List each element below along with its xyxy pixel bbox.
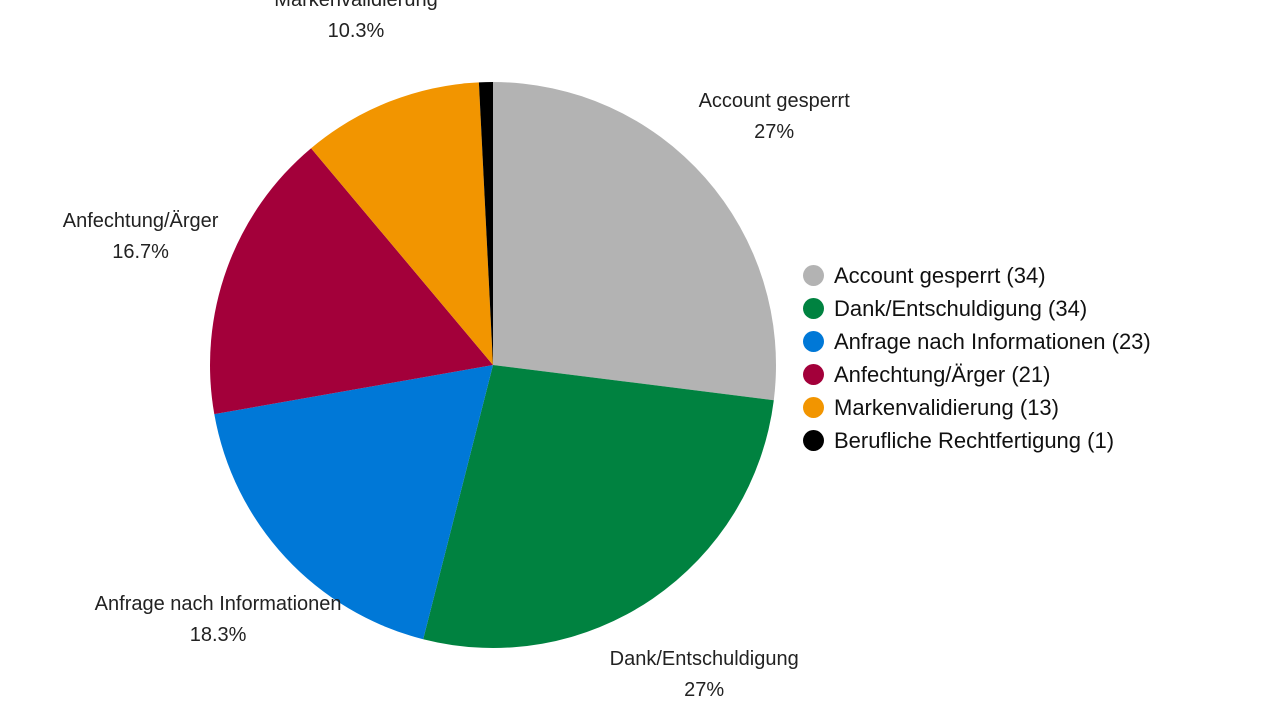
legend-item-markenvalidierung: Markenvalidierung (13) bbox=[803, 391, 1151, 424]
slice-label-name: Anfrage nach Informationen bbox=[94, 593, 342, 616]
legend-swatch bbox=[803, 364, 824, 385]
legend-swatch bbox=[803, 265, 824, 286]
slice-label-percent: 27% bbox=[754, 120, 795, 143]
slice-label-anfrage-nach-informationen: Anfrage nach Informationen 18.3% bbox=[95, 589, 342, 651]
slice-label-markenvalidierung: Markenvalidierung 10.3% bbox=[274, 0, 437, 47]
pie-slice-account-gesperrt bbox=[493, 82, 776, 401]
legend-item-anfrage-nach-informationen: Anfrage nach Informationen (23) bbox=[803, 325, 1151, 358]
slice-label-account-gesperrt: Account gesperrt 27% bbox=[699, 86, 850, 148]
slice-label-percent: 27% bbox=[684, 678, 725, 701]
pie-slice-anfechtung-aerger bbox=[210, 148, 493, 415]
slice-label-anfechtung-aerger: Anfechtung/Ärger 16.7% bbox=[63, 206, 219, 268]
slice-label-percent: 18.3% bbox=[189, 624, 247, 647]
legend-label: Anfechtung/Ärger (21) bbox=[834, 361, 1051, 387]
legend-label: Markenvalidierung (13) bbox=[834, 394, 1059, 420]
slice-label-name: Dank/Entschuldigung bbox=[609, 647, 799, 670]
slice-label-percent: 10.3% bbox=[327, 19, 385, 42]
slice-label-name: Account gesperrt bbox=[698, 89, 850, 112]
legend-item-dank-entschuldigung: Dank/Entschuldigung (34) bbox=[803, 292, 1151, 325]
legend-swatch bbox=[803, 430, 824, 451]
legend-item-account-gesperrt: Account gesperrt (34) bbox=[803, 259, 1151, 292]
slice-label-name: Anfechtung/Ärger bbox=[62, 209, 219, 232]
pie-slice-anfrage-nach-informationen bbox=[214, 365, 494, 640]
legend-swatch bbox=[803, 397, 824, 418]
legend-label: Berufliche Rechtfertigung (1) bbox=[834, 427, 1115, 453]
legend-label: Account gesperrt (34) bbox=[834, 262, 1046, 288]
slice-label-dank-entschuldigung: Dank/Entschuldigung 27% bbox=[610, 644, 799, 706]
legend-label: Anfrage nach Informationen (23) bbox=[834, 328, 1151, 354]
legend-item-anfechtung-aerger: Anfechtung/Ärger (21) bbox=[803, 358, 1151, 391]
pie-slice-markenvalidierung bbox=[311, 82, 493, 365]
slice-label-percent: 16.7% bbox=[112, 240, 169, 263]
legend-swatch bbox=[803, 331, 824, 352]
legend-swatch bbox=[803, 298, 824, 319]
pie-slice-dank-entschuldigung bbox=[423, 365, 774, 648]
legend-label: Dank/Entschuldigung (34) bbox=[834, 295, 1088, 321]
pie-slice-berufliche-rechtfertigung bbox=[478, 82, 493, 365]
legend: Account gesperrt (34) Dank/Entschuldigung… bbox=[803, 259, 1151, 457]
slice-label-name: Markenvalidierung bbox=[274, 0, 437, 16]
legend-item-berufliche-rechtfertigung: Berufliche Rechtfertigung (1) bbox=[803, 424, 1151, 457]
